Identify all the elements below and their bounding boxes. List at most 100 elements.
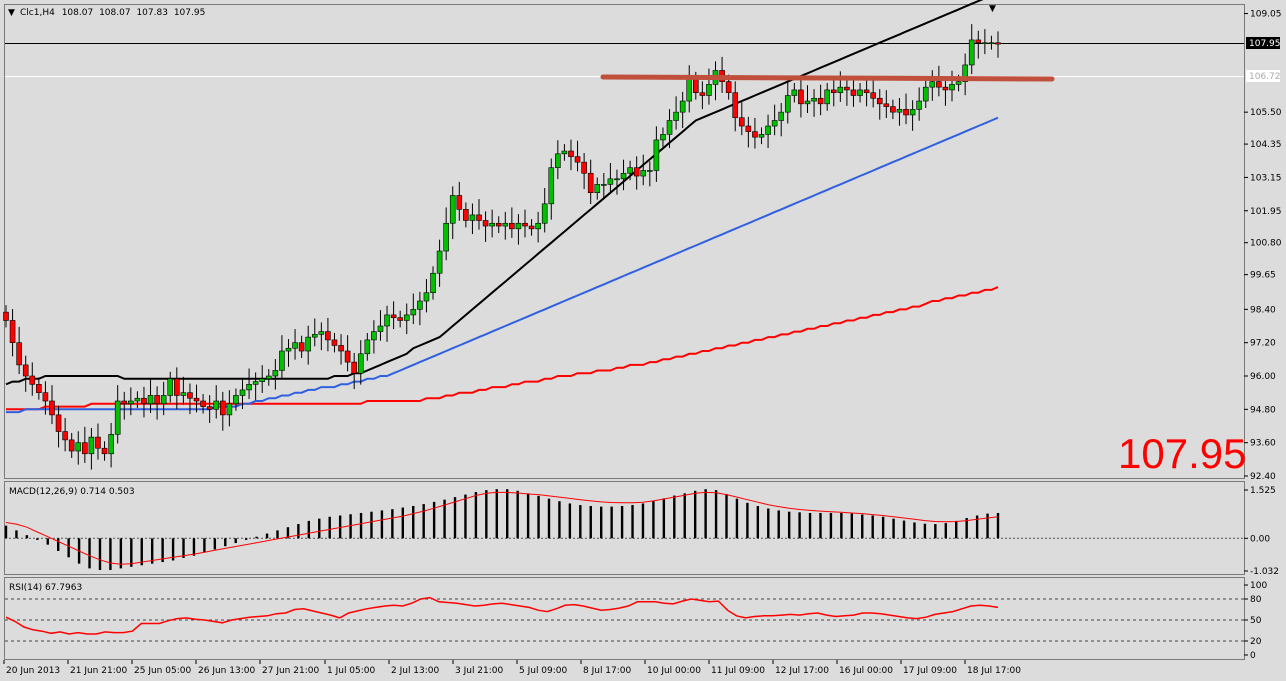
chart-header-triangle: ▼ bbox=[8, 8, 15, 18]
macd-bar bbox=[380, 510, 384, 539]
candle-bull bbox=[311, 334, 318, 338]
candles bbox=[3, 24, 1001, 470]
candle-bull bbox=[410, 309, 417, 316]
candle-bear bbox=[298, 342, 305, 352]
macd-bar bbox=[474, 492, 478, 539]
macd-bar bbox=[36, 538, 39, 540]
macd-bar bbox=[119, 538, 123, 569]
macd-bar bbox=[67, 538, 70, 558]
candle-bear bbox=[870, 92, 876, 99]
candle-bull bbox=[160, 395, 167, 405]
rsi-tick-label: 100 bbox=[1250, 581, 1267, 591]
candle-bear bbox=[397, 317, 403, 321]
macd-bar bbox=[485, 490, 488, 539]
time-tick-label: 3 Jul 21:00 bbox=[455, 666, 504, 676]
macd-panel bbox=[4, 481, 1245, 575]
macd-bar bbox=[673, 495, 676, 539]
macd-bar bbox=[46, 538, 49, 545]
macd-bar bbox=[4, 525, 8, 539]
macd-bar bbox=[986, 513, 989, 539]
time-tick-label: 8 Jul 17:00 bbox=[583, 666, 632, 676]
macd-bar bbox=[777, 510, 780, 539]
candle-bull bbox=[909, 109, 916, 116]
high-price: 108.07 bbox=[99, 8, 131, 18]
candle-bear bbox=[798, 89, 804, 105]
candle-bull bbox=[357, 353, 364, 374]
macd-bar bbox=[318, 518, 321, 539]
candle-bull bbox=[423, 292, 430, 302]
candle-bull bbox=[686, 78, 693, 102]
candle-bull bbox=[614, 178, 620, 181]
price-tick-label: 104.35 bbox=[1250, 140, 1282, 150]
time-tick-label: 5 Jul 09:00 bbox=[519, 666, 568, 676]
candle-bear bbox=[390, 314, 397, 318]
candle-bull bbox=[673, 111, 679, 121]
candle-bear bbox=[574, 156, 581, 163]
macd-bar bbox=[787, 511, 791, 539]
macd-bar bbox=[328, 516, 331, 539]
macd-bar bbox=[297, 524, 300, 539]
time-tick-label: 21 Jun 21:00 bbox=[70, 666, 127, 676]
candle-bull bbox=[653, 139, 660, 171]
price-tick-label: 92.40 bbox=[1250, 472, 1276, 482]
candle-bull bbox=[75, 442, 82, 452]
candle-bull bbox=[279, 350, 285, 371]
macd-bar bbox=[349, 514, 352, 539]
macd-bar bbox=[526, 493, 530, 539]
macd-bar bbox=[516, 490, 519, 539]
candle-bull bbox=[318, 331, 325, 335]
candle-bear bbox=[49, 400, 55, 416]
macd-bar bbox=[547, 498, 551, 539]
macd-bar bbox=[850, 513, 854, 539]
candle-bull bbox=[791, 89, 798, 96]
candle-bear bbox=[55, 414, 62, 432]
time-tick-label: 1 Jul 05:00 bbox=[327, 666, 376, 676]
time-tick-label: 11 Jul 09:00 bbox=[711, 666, 765, 676]
candle-bear bbox=[752, 131, 758, 138]
candle-bear bbox=[101, 447, 108, 455]
macd-bar bbox=[506, 489, 509, 539]
macd-bar bbox=[412, 505, 415, 539]
candle-bull bbox=[239, 389, 246, 396]
candle-bull bbox=[285, 347, 292, 352]
candle-bull bbox=[620, 172, 627, 180]
candle-bull bbox=[128, 400, 134, 405]
ma-line bbox=[6, 286, 999, 411]
macd-bar bbox=[255, 536, 258, 539]
candle-bull bbox=[837, 86, 844, 94]
macd-bar bbox=[902, 520, 906, 539]
candle-bear bbox=[482, 220, 489, 227]
candle-bear bbox=[219, 400, 226, 416]
main-panel-frame bbox=[4, 4, 1245, 479]
candle-bear bbox=[154, 395, 160, 405]
resistance-trendline[interactable] bbox=[600, 74, 1055, 82]
candle-bull bbox=[167, 378, 174, 396]
candle-bull bbox=[949, 84, 955, 91]
price-axis: 109.05 105.50 104.35 103.15 101.95 100.80 99.6… bbox=[1244, 10, 1282, 482]
macd-bar bbox=[171, 538, 175, 561]
candle-bear bbox=[42, 392, 49, 402]
candle-bear bbox=[522, 222, 528, 227]
candle-bull bbox=[252, 381, 259, 385]
candle-bull bbox=[515, 222, 522, 230]
candle-bull bbox=[417, 300, 423, 310]
macd-bar bbox=[589, 505, 592, 539]
candle-bear bbox=[936, 81, 942, 88]
candle-bear bbox=[903, 109, 909, 116]
shift-marker-icon[interactable]: ▼ bbox=[989, 4, 996, 14]
candle-bear bbox=[141, 397, 147, 405]
candle-bull bbox=[226, 403, 233, 416]
macd-bar bbox=[286, 527, 290, 539]
candle-bull bbox=[601, 184, 607, 186]
time-tick-label: 25 Jun 05:00 bbox=[134, 666, 191, 676]
candle-bull bbox=[811, 97, 817, 102]
time-tick-label: 20 Jun 2013 bbox=[6, 666, 60, 676]
candle-bull bbox=[640, 170, 647, 177]
macd-bar bbox=[767, 508, 770, 539]
candle-bear bbox=[725, 81, 732, 94]
candle-bull bbox=[371, 331, 377, 341]
candle-bear bbox=[95, 436, 101, 449]
macd-bar bbox=[693, 490, 697, 539]
macd-bar bbox=[975, 515, 979, 539]
candle-bear bbox=[830, 89, 837, 94]
